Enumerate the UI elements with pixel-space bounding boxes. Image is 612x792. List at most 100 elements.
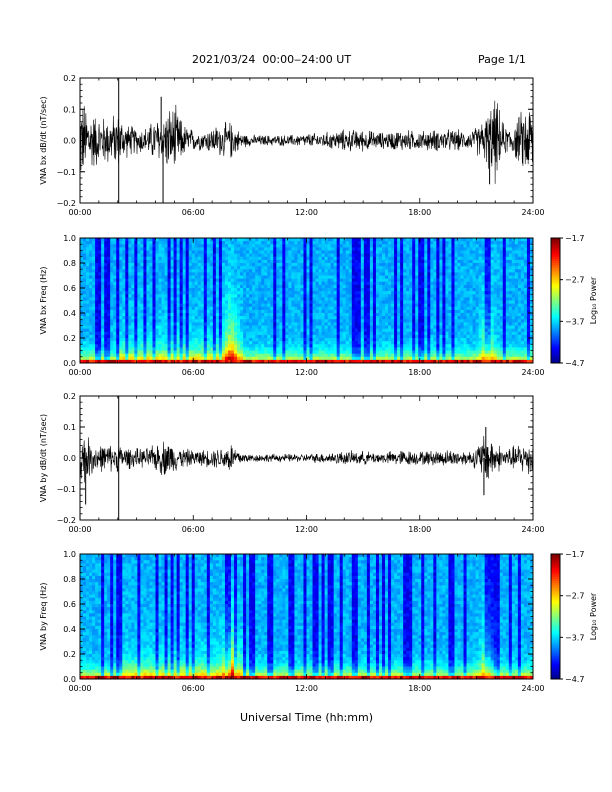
spectrogram-cell [400,291,404,295]
spectrogram-cell [363,334,368,339]
spectrogram-cell [424,263,428,267]
spectrogram-cell [227,303,232,308]
spectrogram-cell [294,306,298,311]
spectrogram-cell [330,256,335,261]
spectrogram-cell [415,316,419,320]
spectrogram-cell [155,281,159,286]
spectrogram-cell [119,288,123,292]
spectrogram-cell [421,238,425,242]
spectrogram-cell [430,331,434,336]
spectrogram-cell [137,269,141,273]
spectrogram-cell [372,288,377,292]
spectrogram-cell [267,300,271,305]
spectrogram-cell [306,341,310,345]
spectrogram-cell [264,269,268,273]
spectrogram-cell [173,356,178,361]
spectrogram-cell [300,288,304,292]
spectrogram-cell [119,347,123,351]
spectrogram-cell [285,344,289,348]
spectrogram-cell [149,256,153,261]
spectrogram-cell [397,259,401,264]
spectrogram-cell [158,319,162,323]
spectrogram-cell [363,341,368,345]
spectrogram-cell [391,319,395,323]
spectrogram-cell [315,316,319,320]
spectrogram-cell [291,272,295,276]
spectrogram-cell [297,322,301,326]
spectrogram-cell [369,278,374,283]
spectrogram-cell [206,278,211,283]
spectrogram-cell [403,303,407,308]
spectrogram-cell [119,266,123,270]
spectrogram-cell [433,288,437,292]
spectrogram-cell [309,306,313,311]
spectrogram-cell [146,350,150,355]
spectrogram-cell [149,241,153,245]
spectrogram-cell [95,334,99,339]
spectrogram-cell [237,341,241,345]
spectrogram-cell [445,322,449,326]
spectrogram-cell [394,350,398,355]
spectrogram-cell [382,250,386,255]
spectrogram-cell [237,244,241,248]
spectrogram-cell [231,331,235,336]
spectrogram-cell [197,297,202,301]
spectrogram-cell [418,344,422,348]
spectrogram-cell [318,328,322,333]
spectrogram-cell [288,250,292,255]
spectrogram-cell [200,313,205,317]
spectrogram-cell [243,259,247,264]
spectrogram-cell [409,278,413,283]
spectrogram-cell [92,241,96,245]
spectrogram-cell [188,359,193,364]
spectrogram-cell [348,350,353,355]
spectrogram-cell [309,253,313,258]
spectrogram-cell [394,288,398,292]
spectrogram-cell [394,253,398,258]
spectrogram-cell [227,269,232,273]
spectrogram-cell [125,338,129,342]
spectrogram-cell [360,250,365,255]
spectrogram-cell [330,359,335,364]
spectrogram-cell [246,313,250,317]
spectrogram-cell [279,275,283,280]
spectrogram-cell [436,303,440,308]
spectrogram-cell [330,294,335,298]
spectrogram-cell [194,341,199,345]
spectrogram-cell [273,356,277,361]
spectrogram-cell [433,291,437,295]
spectrogram-cell [200,266,205,270]
spectrogram-cell [397,350,401,355]
spectrogram-cell [218,325,223,330]
spectrogram-cell [409,353,413,358]
spectrogram-cell [397,294,401,298]
spectrogram-cell [333,241,338,245]
spectrogram-cell [113,319,117,323]
spectrogram-cell [273,306,277,311]
spectrogram-cell [415,288,419,292]
spectrogram-cell [445,300,449,305]
spectrogram-cell [300,306,304,311]
spectrogram-cell [400,356,404,361]
spectrogram-cell [315,322,319,326]
spectrogram-cell [397,341,401,345]
spectrogram-cell [430,272,434,276]
spectrogram-cell [119,284,123,289]
spectrogram-cell [391,263,395,267]
spectrogram-cell [113,331,117,336]
spectrogram-cell [297,328,301,333]
spectrogram-cell [291,284,295,289]
spectrogram-cell [104,266,108,270]
spectrogram-cell [415,291,419,295]
spectrogram-cell [421,338,425,342]
spectrogram-cell [188,263,193,267]
spectrogram-cell [345,341,350,345]
spectrogram-cell [291,356,295,361]
spectrogram-cell [252,241,256,245]
spectrogram-cell [309,322,313,326]
spectrogram-cell [306,259,310,264]
spectrogram-cell [179,331,184,336]
spectrogram-cell [400,350,404,355]
spectrogram-cell [394,259,398,264]
spectrogram-cell [218,353,223,358]
